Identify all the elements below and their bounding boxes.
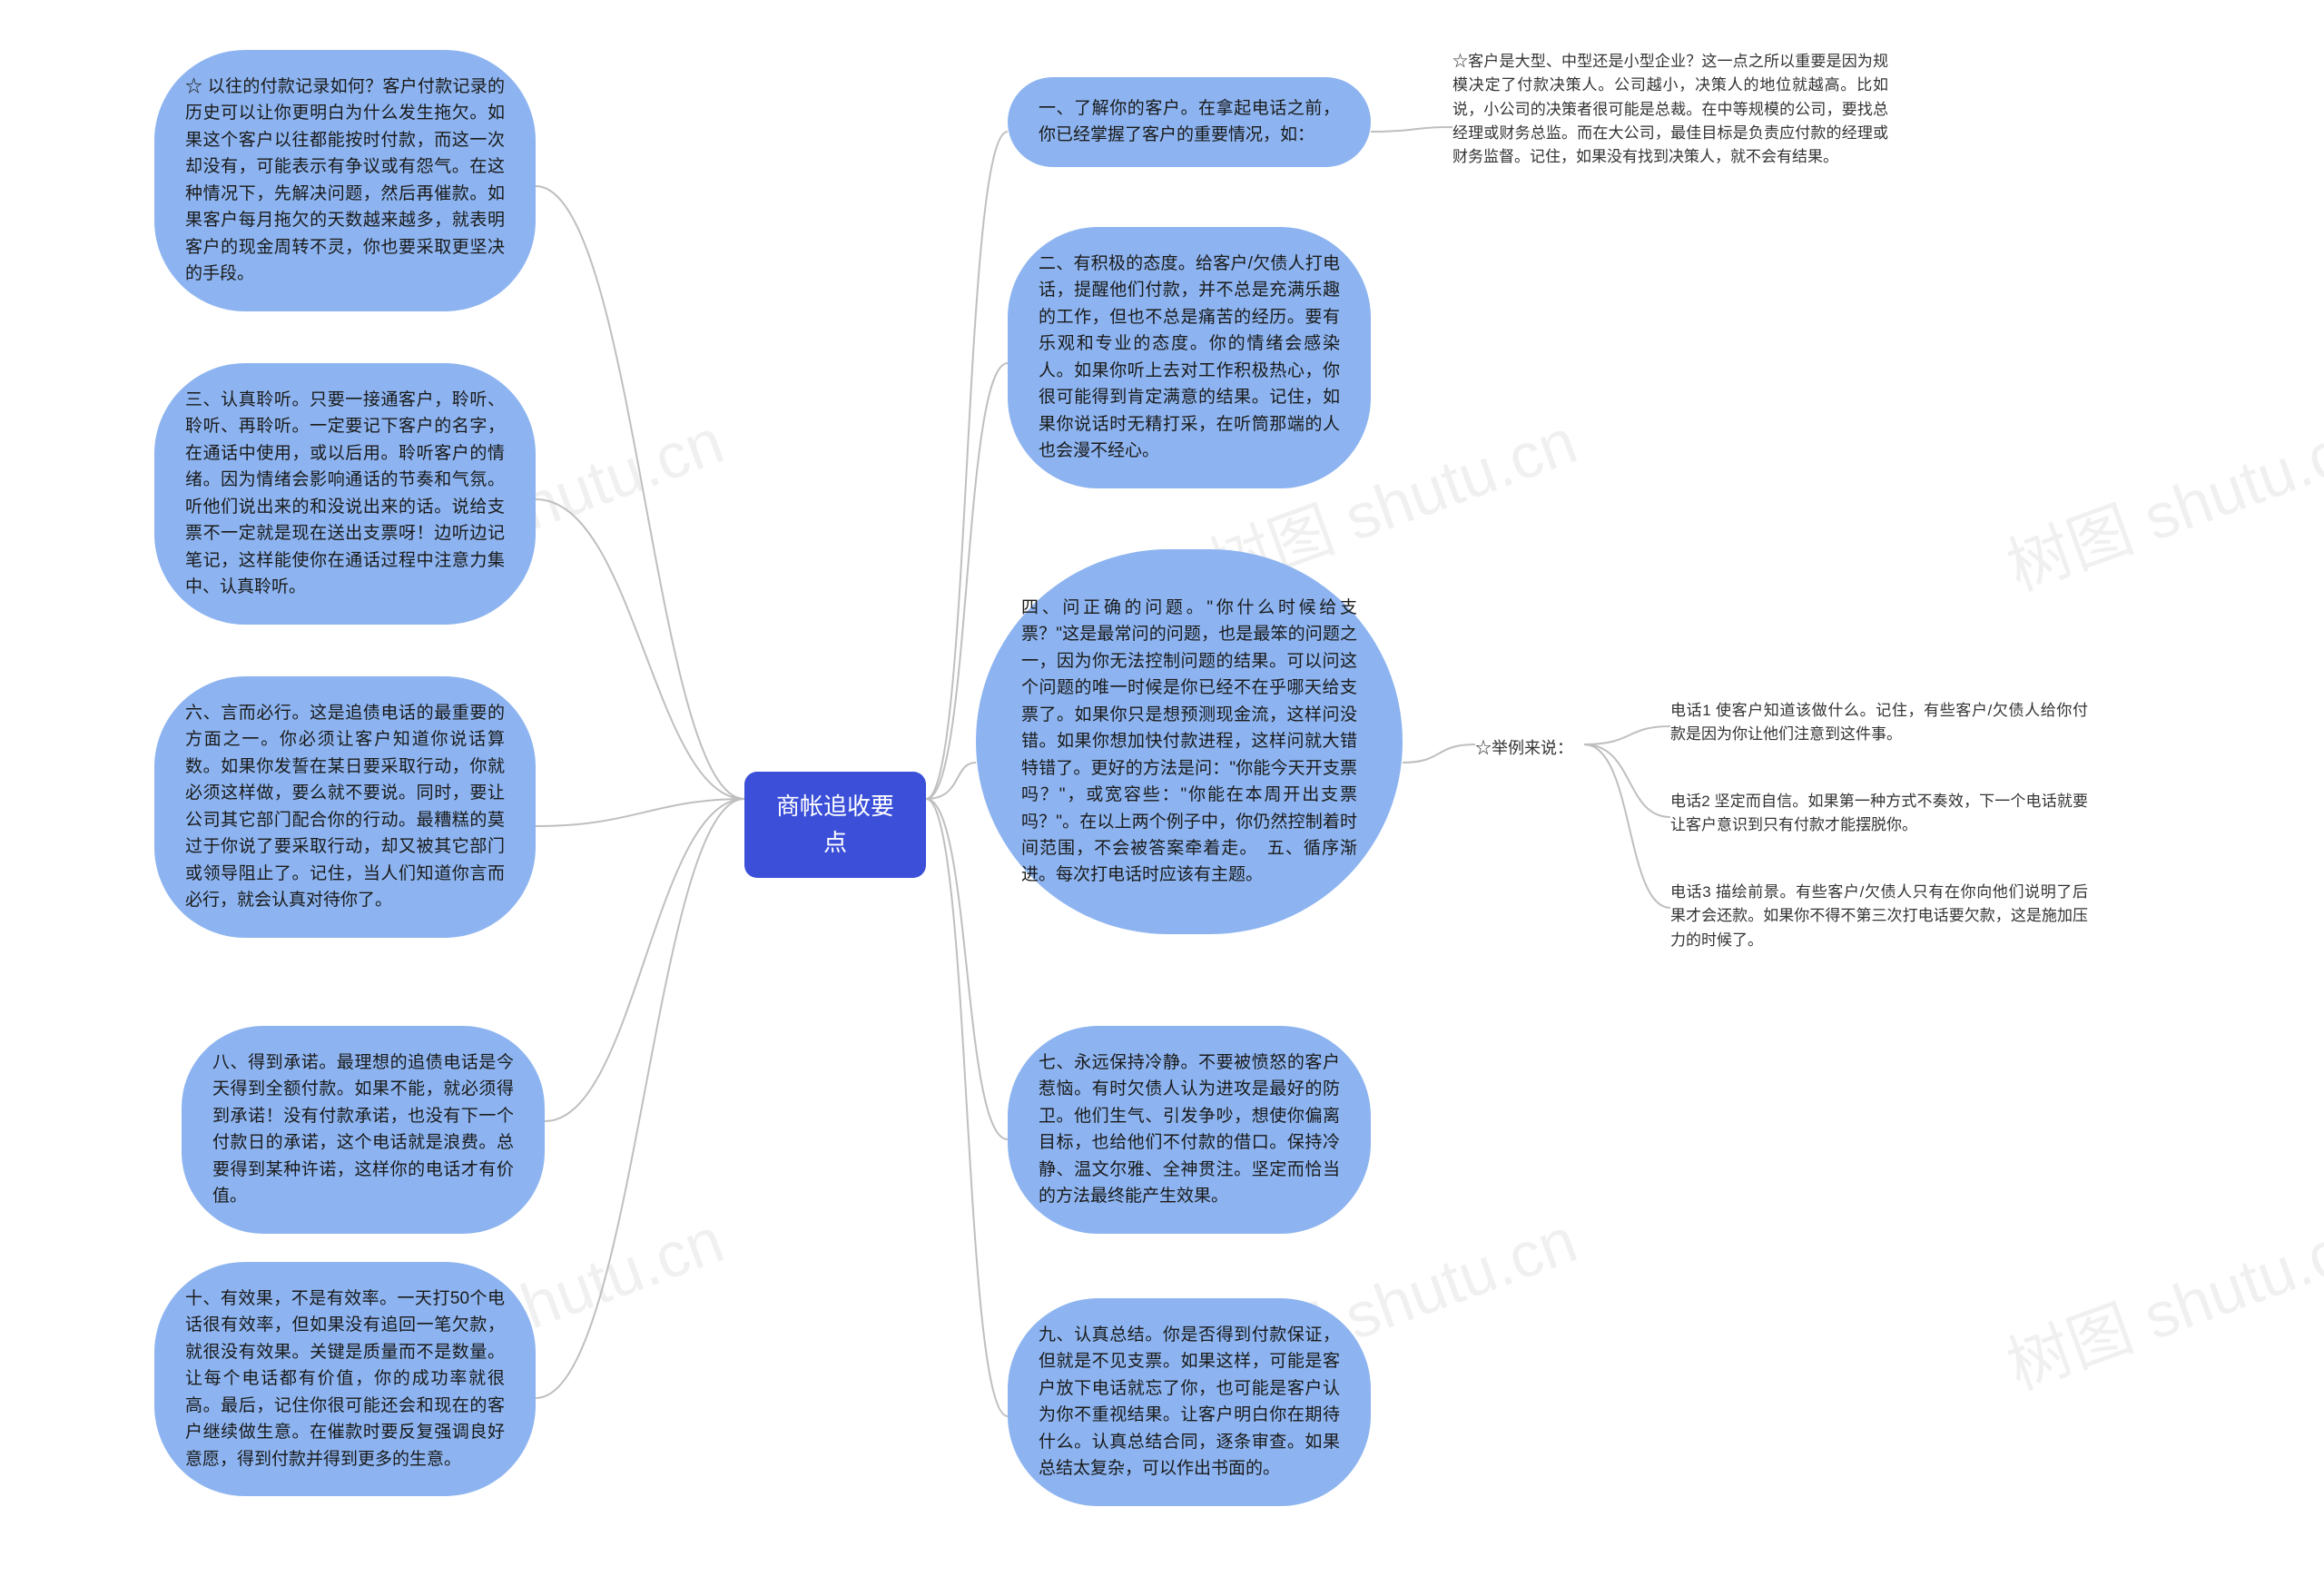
note-r4-1: 电话1 使客户知道该做什么。记住，有些客户/欠债人给你付款是因为你让他们注意到这… [1670, 699, 2088, 747]
node-l6[interactable]: 六、言而必行。这是追债电话的最重要的方面之一。你必须让客户知道你说话算数。如果你… [154, 676, 536, 938]
node-r2[interactable]: 二、有积极的态度。给客户/欠债人打电话，提醒他们付款，并不总是充满乐趣的工作，但… [1008, 227, 1371, 488]
center-node[interactable]: 商帐追收要点 [744, 772, 926, 878]
edge [1584, 744, 1670, 817]
edge [1584, 726, 1670, 744]
mindmap-canvas: 树图 shutu.cn 树图 shutu.cn 树图 shutu.cn 树图 s… [0, 0, 2324, 1596]
edge [1403, 744, 1475, 763]
edge [536, 799, 744, 1398]
edge [926, 799, 1008, 1416]
edge [545, 799, 744, 1121]
node-l1[interactable]: ☆ 以往的付款记录如何？客户付款记录的历史可以让你更明白为什么发生拖欠。如果这个… [154, 50, 536, 311]
edge [1584, 744, 1670, 908]
node-l3[interactable]: 三、认真聆听。只要一接通客户，聆听、聆听、再聆听。一定要记下客户的名字，在通话中… [154, 363, 536, 625]
watermark: 树图 shutu.cn [1994, 391, 2324, 609]
edge [536, 186, 744, 799]
node-r9[interactable]: 九、认真总结。你是否得到付款保证，但就是不见支票。如果这样，可能是客户放下电话就… [1008, 1298, 1371, 1506]
node-r7[interactable]: 七、永远保持冷静。不要被愤怒的客户惹恼。有时欠债人认为进攻是最好的防卫。他们生气… [1008, 1026, 1371, 1234]
node-r1[interactable]: 一、了解你的客户。在拿起电话之前，你已经掌握了客户的重要情况，如： [1008, 77, 1371, 167]
edge [1371, 127, 1452, 132]
edge [536, 499, 744, 799]
edge [536, 799, 744, 826]
node-r4[interactable]: 四、问正确的问题。"你什么时候给支票？"这是最常问的问题，也是最笨的问题之一，因… [976, 549, 1403, 934]
node-l10[interactable]: 十、有效果，不是有效率。一天打50个电话很有效率，但如果没有追回一笔欠款，就很没… [154, 1262, 536, 1496]
note-r1: ☆客户是大型、中型还是小型企业？这一点之所以重要是因为规模决定了付款决策人。公司… [1452, 50, 1888, 170]
edge [926, 763, 976, 799]
watermark: 树图 shutu.cn [1994, 1190, 2324, 1408]
note-r4-3: 电话3 描绘前景。有些客户/欠债人只有在你向他们说明了后果才会还款。如果你不得不… [1670, 881, 2088, 952]
note-r4-label: ☆举例来说： [1475, 735, 1573, 759]
edge [926, 799, 1008, 1139]
node-l8[interactable]: 八、得到承诺。最理想的追债电话是今天得到全额付款。如果不能，就必须得到承诺！没有… [182, 1026, 545, 1234]
note-r4-2: 电话2 坚定而自信。如果第一种方式不奏效，下一个电话就要让客户意识到只有付款才能… [1670, 790, 2088, 838]
